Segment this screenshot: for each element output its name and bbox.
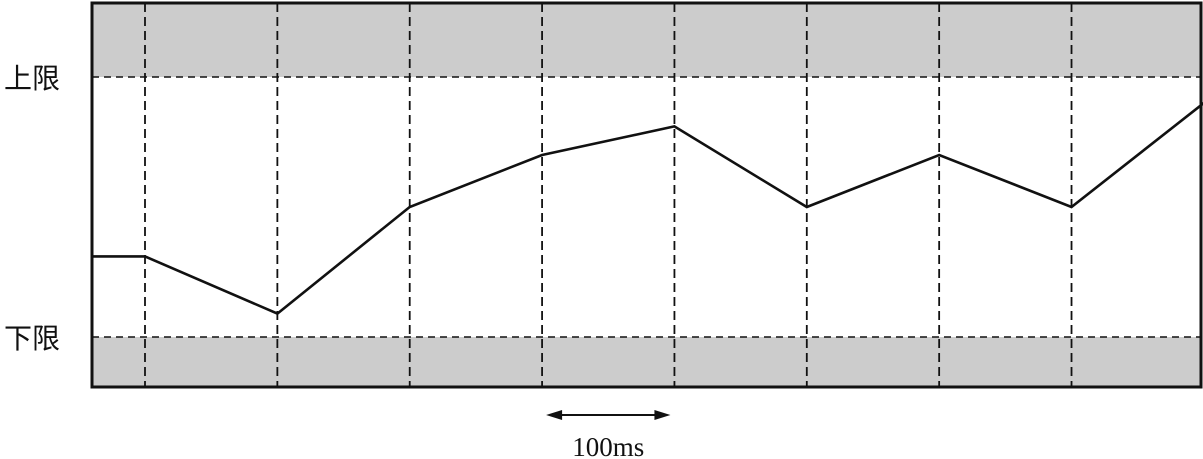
plot-frame (90, 1, 1203, 389)
series-line (92, 102, 1203, 316)
interval-label: 100ms (572, 432, 644, 459)
series-group (92, 102, 1203, 316)
interval-marker (546, 410, 671, 420)
limit-lines (92, 76, 1201, 338)
out-of-limit-bands (92, 3, 1201, 387)
interval-arrow-right-head (654, 410, 671, 420)
sample-lines (144, 3, 1073, 387)
lower-band (92, 337, 1201, 387)
interval-arrow-left-head (546, 410, 563, 420)
upper-limit-label: 上限 (4, 62, 60, 95)
lower-limit-label: 下限 (4, 322, 60, 355)
upper-band (92, 3, 1201, 77)
